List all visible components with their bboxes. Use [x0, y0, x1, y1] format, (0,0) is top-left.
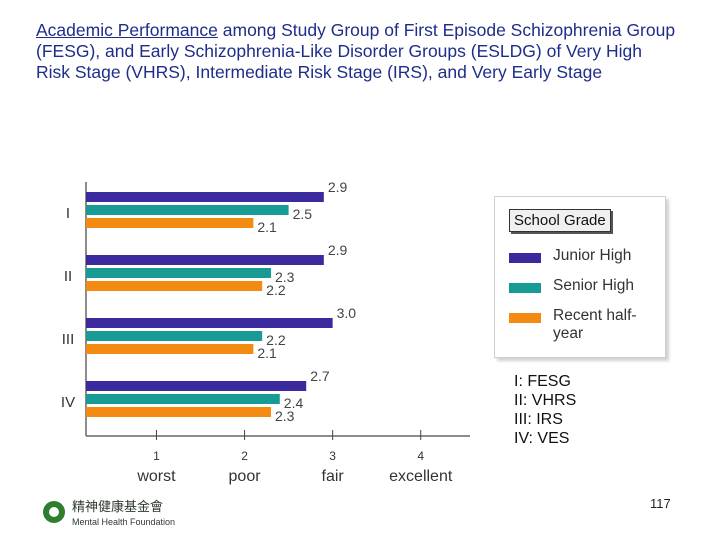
bar [86, 218, 254, 228]
group-key: I: FESG II: VHRS III: IRS IV: VES [514, 372, 576, 448]
data-label: 2.9 [328, 179, 348, 195]
bar [86, 205, 289, 215]
bar [86, 407, 271, 417]
page-number: 117 [650, 496, 671, 511]
x-tick-label: 2 [241, 449, 248, 463]
x-tick-word: poor [229, 468, 262, 485]
data-label: 2.2 [266, 282, 286, 298]
legend-swatch-junior-high [509, 253, 541, 263]
logo-chinese-name: 精神健康基金會 [72, 499, 163, 515]
x-tick-word: worst [136, 468, 176, 485]
category-label: I [66, 205, 70, 222]
legend-label-junior-high: Junior High [553, 247, 632, 264]
bar [86, 318, 333, 328]
legend-item-recent: Recent half-year [509, 307, 659, 342]
legend-swatch-senior-high [509, 283, 541, 293]
x-tick-word: fair [322, 468, 345, 485]
title-highlight: Academic Performance [36, 20, 218, 40]
data-label: 2.3 [275, 269, 295, 285]
data-label: 3.0 [337, 305, 357, 321]
data-label: 2.1 [257, 219, 277, 235]
legend-title: School Grade [509, 209, 611, 232]
category-label: IV [61, 394, 75, 411]
legend-item-junior-high: Junior High [509, 247, 659, 271]
group-key-line: III: IRS [514, 411, 563, 428]
bar [86, 268, 271, 278]
data-label: 2.3 [275, 408, 295, 424]
legend-label-senior-high: Senior High [553, 277, 634, 294]
x-tick-label: 3 [329, 449, 336, 463]
x-tick-label: 4 [417, 449, 424, 463]
category-label: II [64, 268, 72, 285]
foundation-logo: 精神健康基金會 Mental Health Foundation [43, 499, 175, 527]
group-key-line: I: FESG [514, 373, 571, 390]
page-title: Academic Performance among Study Group o… [36, 20, 676, 83]
data-label: 2.2 [266, 332, 286, 348]
data-label: 2.9 [328, 242, 348, 258]
bar [86, 281, 263, 291]
bar [86, 344, 254, 354]
category-label: III [62, 331, 75, 348]
legend-label-recent: Recent half-year [553, 307, 637, 342]
bar [86, 331, 263, 341]
data-label: 2.7 [310, 368, 330, 384]
data-label: 2.1 [257, 345, 277, 361]
group-key-line: IV: VES [514, 430, 570, 447]
x-tick-label: 1 [153, 449, 160, 463]
bar [86, 255, 324, 265]
legend-item-senior-high: Senior High [509, 277, 659, 301]
bar [86, 192, 324, 202]
data-label: 2.4 [284, 395, 304, 411]
legend-swatch-recent [509, 313, 541, 323]
x-tick-word: excellent [389, 468, 453, 485]
bar [86, 394, 280, 404]
title-rest: among Study Group of First Episode Schiz… [36, 20, 676, 82]
logo-english-name: Mental Health Foundation [72, 517, 175, 527]
group-key-line: II: VHRS [514, 392, 577, 409]
logo-emblem-inner-icon [49, 507, 59, 517]
bar [86, 381, 307, 391]
legend: School Grade Junior High Senior High Rec… [494, 196, 666, 358]
data-label: 2.5 [293, 206, 313, 222]
